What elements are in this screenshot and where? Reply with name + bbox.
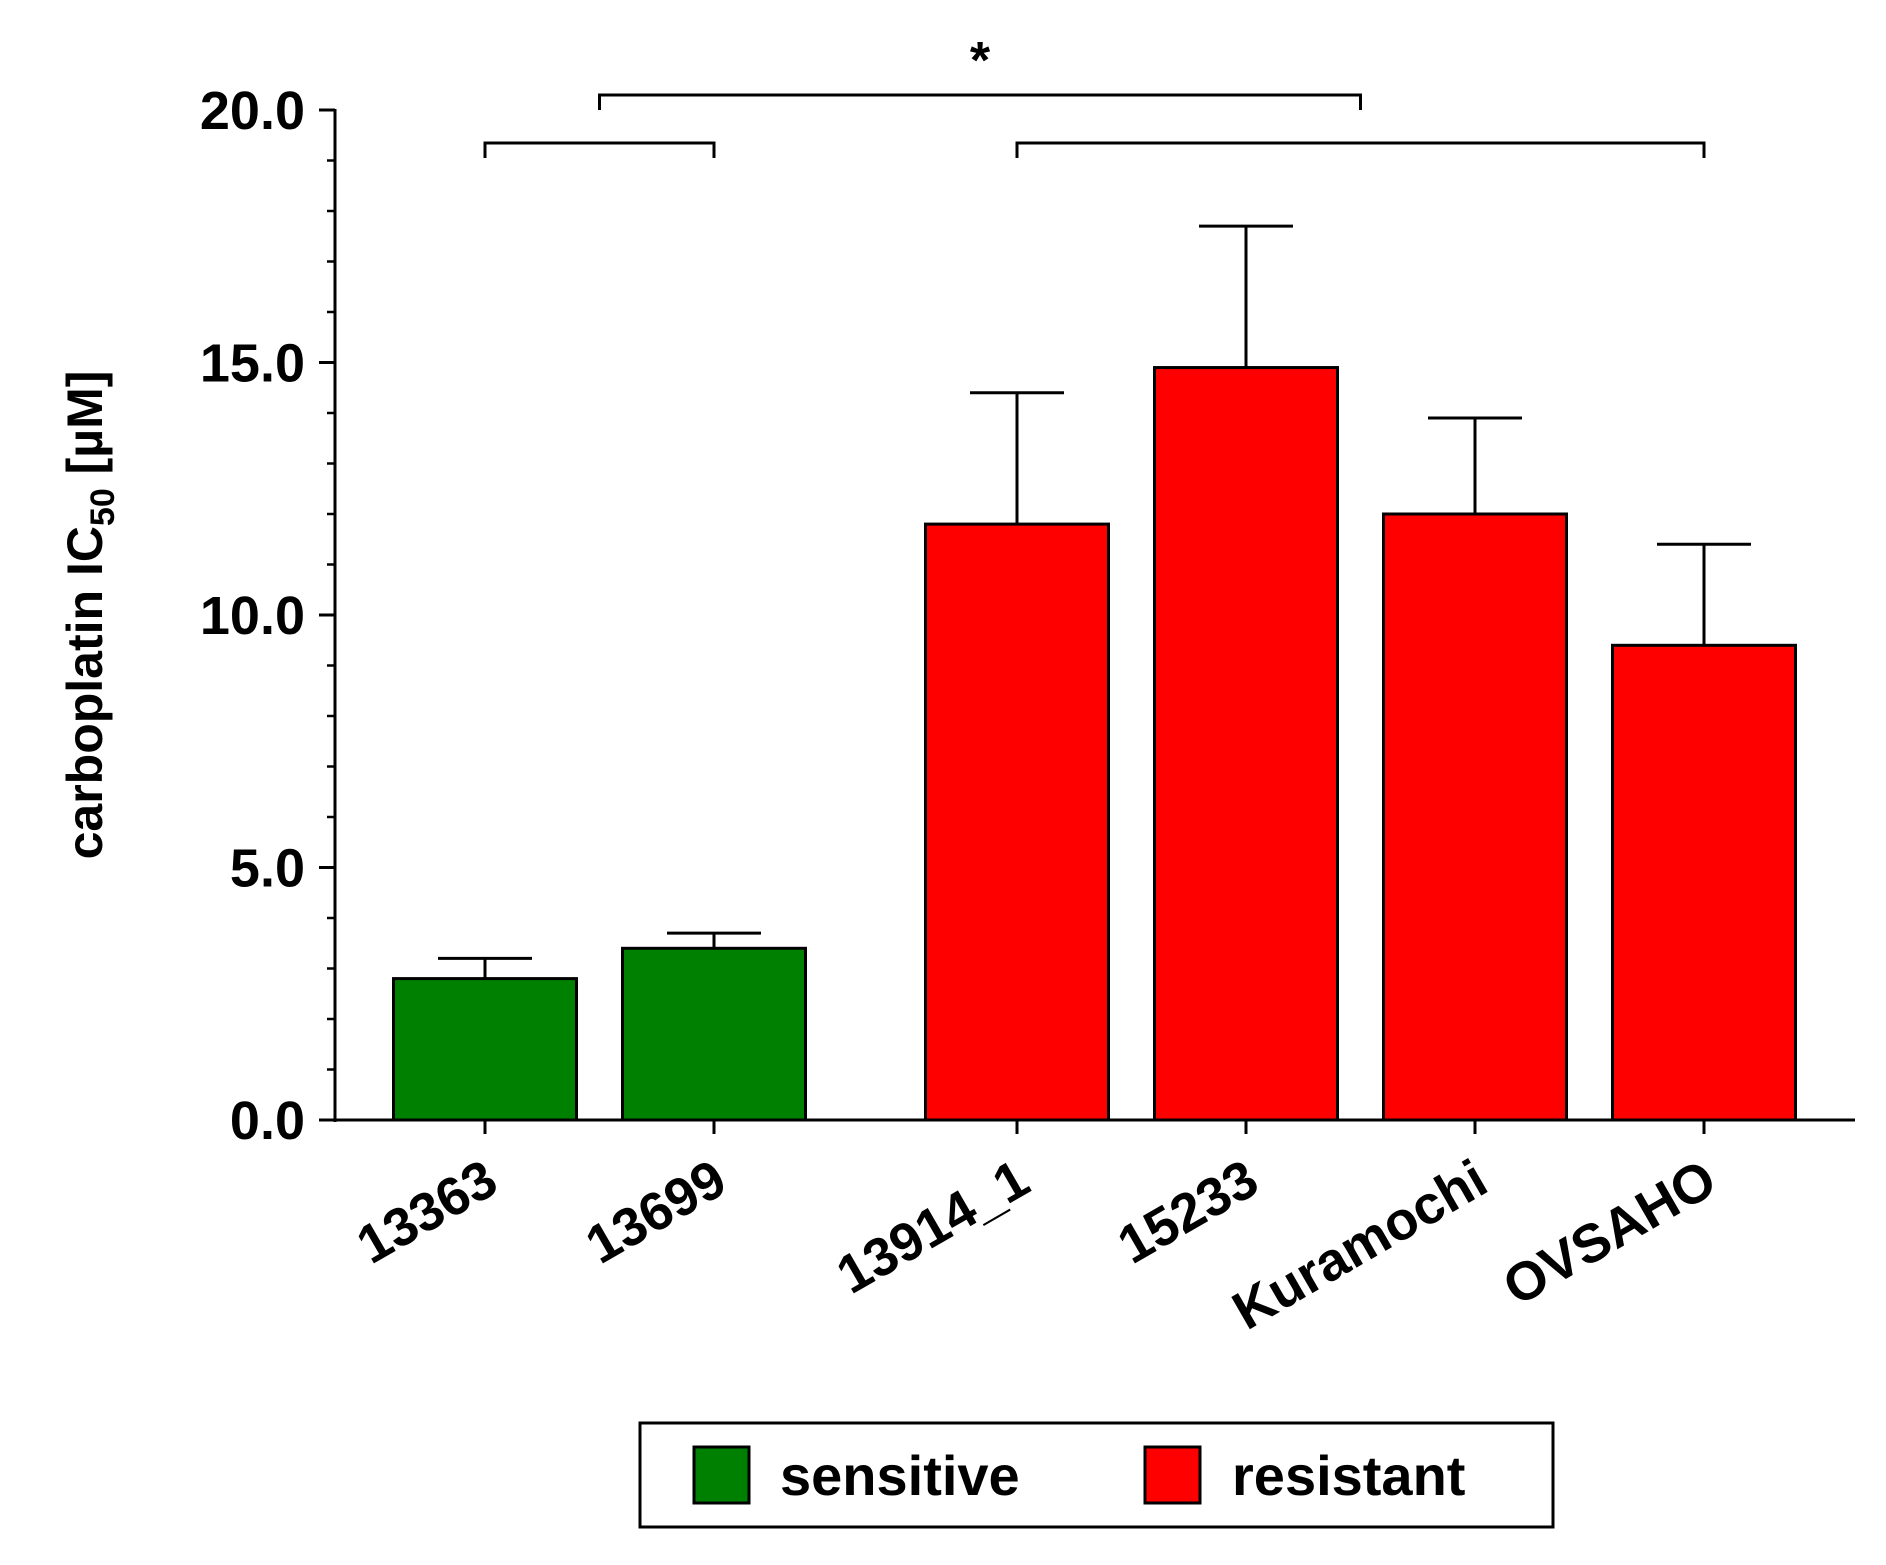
significance-bracket-resistant bbox=[1015, 141, 1706, 158]
significance-bracket-sensitive bbox=[483, 141, 716, 158]
y-axis-title-main: carboplatin IC bbox=[57, 526, 113, 859]
error-bars-layer bbox=[438, 224, 1751, 979]
y-tick-label: 15.0 bbox=[200, 334, 305, 394]
bar-15233 bbox=[1153, 366, 1339, 1122]
y-tick-label: 0.0 bbox=[230, 1091, 305, 1151]
significance-star: * bbox=[970, 32, 991, 90]
x-tick-label-15233: 15233 bbox=[1108, 1148, 1268, 1275]
bar-Kuramochi bbox=[1382, 512, 1568, 1122]
y-axis-title-subscript: 50 bbox=[84, 488, 122, 526]
bars-layer bbox=[392, 366, 1797, 1122]
legend-swatch-resistant bbox=[1143, 1445, 1202, 1505]
x-tick-label-13914_1: 13914_1 bbox=[827, 1148, 1039, 1305]
legend-swatch-sensitive bbox=[692, 1445, 751, 1505]
legend-label-sensitive: sensitive bbox=[780, 1444, 1020, 1507]
y-tick-label: 5.0 bbox=[230, 839, 305, 899]
significance-layer: * bbox=[483, 32, 1706, 158]
legend-box bbox=[638, 1421, 1555, 1529]
x-tick-label-13699: 13699 bbox=[576, 1148, 736, 1275]
y-tick-label: 20.0 bbox=[200, 81, 305, 141]
bar-13914_1 bbox=[924, 522, 1110, 1122]
significance-bracket-main bbox=[598, 93, 1362, 110]
bar-13699 bbox=[621, 946, 807, 1122]
x-tick-label-OVSAHO: OVSAHO bbox=[1493, 1148, 1726, 1317]
x-tick-label-Kuramochi: Kuramochi bbox=[1223, 1148, 1497, 1341]
legend: sensitive resistant bbox=[638, 1421, 1555, 1529]
y-tick-label: 10.0 bbox=[200, 586, 305, 646]
y-axis-title-text: carboplatin IC50 [µM] bbox=[57, 371, 122, 860]
bar-OVSAHO bbox=[1611, 643, 1797, 1122]
bar-13363 bbox=[392, 977, 578, 1122]
x-tick-label-13363: 13363 bbox=[347, 1148, 507, 1275]
y-axis-title: carboplatin IC50 [µM] bbox=[57, 371, 122, 860]
legend-label-resistant: resistant bbox=[1232, 1444, 1465, 1507]
y-axis-title-unit: [µM] bbox=[57, 371, 113, 489]
